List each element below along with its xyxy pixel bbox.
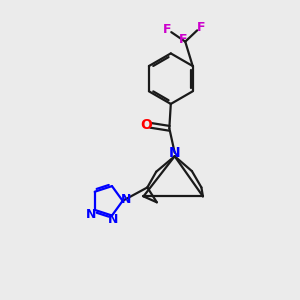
- Text: N: N: [169, 146, 181, 160]
- Text: F: F: [197, 21, 206, 34]
- Text: N: N: [108, 214, 118, 226]
- Text: O: O: [140, 118, 152, 132]
- Text: F: F: [163, 23, 171, 36]
- Text: N: N: [121, 193, 131, 206]
- Text: F: F: [178, 33, 187, 46]
- Text: N: N: [86, 208, 96, 221]
